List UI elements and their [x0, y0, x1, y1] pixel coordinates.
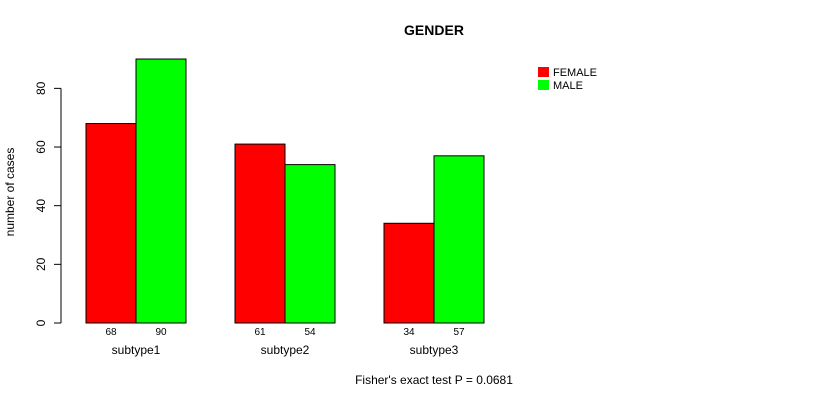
bar-female-subtype1: [85, 123, 137, 324]
category-label-subtype1: subtype1: [112, 343, 161, 357]
bar-value-label: 90: [155, 327, 167, 338]
bar-value-label: 34: [403, 327, 415, 338]
y-tick-label: 20: [34, 257, 48, 271]
y-tick-label: 0: [34, 319, 48, 326]
bar-male-subtype2: [284, 164, 336, 324]
bar-male-subtype3: [433, 155, 485, 324]
bar-male-subtype1: [135, 58, 187, 324]
bar-female-subtype3: [383, 222, 435, 324]
bar-female-subtype2: [234, 143, 286, 324]
y-axis-label: number of cases: [3, 148, 17, 237]
bar-value-label: 54: [304, 327, 316, 338]
legend-swatch-female: [538, 67, 549, 77]
bar-value-label: 57: [453, 327, 465, 338]
legend-label-male: MALE: [553, 80, 583, 92]
y-tick-label: 60: [34, 140, 48, 154]
category-label-subtype2: subtype2: [261, 343, 310, 357]
y-tick-label: 40: [34, 199, 48, 213]
legend-label-female: FEMALE: [553, 67, 597, 79]
y-tick-label: 80: [34, 81, 48, 95]
fisher-test-footnote: Fisher's exact test P = 0.0681: [355, 373, 513, 387]
bar-value-label: 61: [254, 327, 266, 338]
bar-value-label: 68: [105, 327, 117, 338]
category-label-subtype3: subtype3: [410, 343, 459, 357]
legend-swatch-male: [538, 80, 549, 90]
chart-title: GENDER: [404, 22, 464, 38]
y-axis: 0 20 40 60 80: [34, 81, 62, 326]
bars-group: 68 90 subtype1 61 54 subtype2 34 57 subtype3: [85, 58, 485, 357]
